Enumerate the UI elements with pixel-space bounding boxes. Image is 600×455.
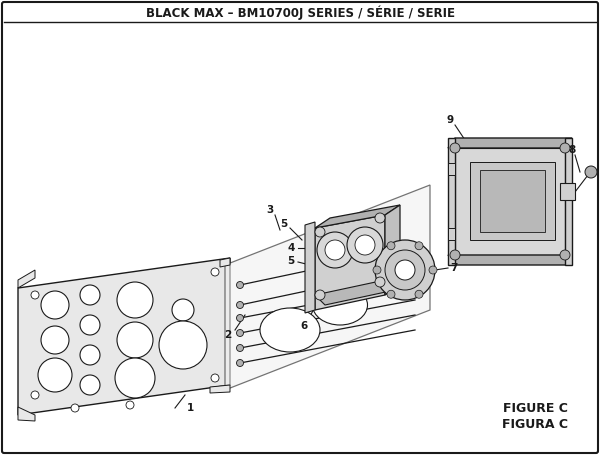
Polygon shape (470, 162, 555, 240)
Text: 4: 4 (287, 243, 295, 253)
Text: 3: 3 (266, 205, 274, 215)
Polygon shape (455, 148, 565, 255)
Circle shape (31, 291, 39, 299)
Circle shape (41, 326, 69, 354)
Polygon shape (225, 185, 430, 390)
Text: 9: 9 (446, 115, 454, 125)
Ellipse shape (260, 308, 320, 352)
Polygon shape (315, 280, 395, 305)
Ellipse shape (313, 285, 367, 325)
Text: 5: 5 (280, 219, 287, 229)
Text: 2: 2 (224, 330, 232, 340)
Circle shape (80, 375, 100, 395)
Circle shape (560, 143, 570, 153)
Circle shape (387, 290, 395, 298)
Circle shape (41, 291, 69, 319)
Circle shape (585, 166, 597, 178)
Circle shape (211, 374, 219, 382)
Polygon shape (210, 385, 230, 393)
Circle shape (375, 277, 385, 287)
Circle shape (355, 235, 375, 255)
Circle shape (31, 391, 39, 399)
Circle shape (375, 240, 435, 300)
Text: 6: 6 (301, 321, 308, 331)
Circle shape (325, 240, 345, 260)
Circle shape (315, 290, 325, 300)
Circle shape (71, 404, 79, 412)
Text: BLACK MAX – BM10700J SERIES / SÉRIE / SERIE: BLACK MAX – BM10700J SERIES / SÉRIE / SE… (146, 6, 455, 20)
Circle shape (80, 345, 100, 365)
Circle shape (560, 250, 570, 260)
Circle shape (429, 266, 437, 274)
Circle shape (315, 227, 325, 237)
Polygon shape (220, 258, 230, 267)
Circle shape (317, 232, 353, 268)
Polygon shape (448, 228, 455, 240)
Circle shape (38, 358, 72, 392)
Circle shape (80, 315, 100, 335)
Circle shape (117, 282, 153, 318)
Circle shape (236, 302, 244, 308)
Polygon shape (315, 215, 385, 310)
Circle shape (211, 268, 219, 276)
Polygon shape (385, 205, 400, 295)
Text: FIGURA C: FIGURA C (502, 419, 568, 431)
Circle shape (395, 260, 415, 280)
Polygon shape (448, 163, 455, 175)
Circle shape (417, 251, 431, 265)
Polygon shape (305, 222, 315, 313)
Polygon shape (18, 270, 35, 288)
Circle shape (450, 143, 460, 153)
Circle shape (347, 227, 383, 263)
Circle shape (80, 285, 100, 305)
Text: 7: 7 (451, 263, 458, 273)
Circle shape (373, 266, 381, 274)
Circle shape (415, 290, 423, 298)
Circle shape (126, 401, 134, 409)
Polygon shape (18, 407, 35, 421)
Circle shape (415, 242, 423, 250)
Polygon shape (560, 183, 575, 200)
Circle shape (159, 321, 207, 369)
Circle shape (172, 299, 194, 321)
Circle shape (375, 213, 385, 223)
Text: FIGURE C: FIGURE C (503, 401, 568, 415)
Text: 8: 8 (568, 145, 575, 155)
Text: 1: 1 (187, 403, 194, 413)
Circle shape (450, 250, 460, 260)
Polygon shape (448, 138, 455, 265)
Polygon shape (565, 138, 572, 265)
Circle shape (236, 314, 244, 322)
Polygon shape (448, 255, 572, 265)
Polygon shape (18, 258, 230, 415)
Circle shape (117, 322, 153, 358)
Circle shape (236, 359, 244, 366)
Circle shape (236, 329, 244, 337)
Circle shape (387, 242, 395, 250)
Circle shape (236, 282, 244, 288)
Ellipse shape (365, 248, 425, 293)
Circle shape (115, 358, 155, 398)
Text: 5: 5 (287, 256, 295, 266)
Polygon shape (315, 205, 400, 228)
Circle shape (236, 344, 244, 352)
Polygon shape (480, 170, 545, 232)
Polygon shape (448, 138, 572, 148)
Circle shape (385, 250, 425, 290)
